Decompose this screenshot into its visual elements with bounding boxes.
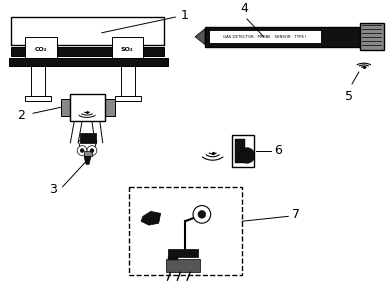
- Bar: [168, 249, 198, 257]
- Circle shape: [193, 205, 211, 223]
- Circle shape: [80, 149, 84, 152]
- Bar: [205, 27, 360, 46]
- Polygon shape: [195, 29, 205, 44]
- Bar: [84, 151, 92, 156]
- Polygon shape: [141, 212, 161, 225]
- Text: 4: 4: [240, 2, 248, 15]
- Text: 6: 6: [275, 144, 282, 157]
- Circle shape: [90, 149, 94, 152]
- Circle shape: [239, 148, 255, 163]
- Text: 1: 1: [180, 9, 188, 22]
- Bar: [25, 96, 51, 102]
- Polygon shape: [84, 156, 91, 164]
- Bar: [112, 37, 143, 58]
- Bar: [11, 46, 163, 56]
- Polygon shape: [78, 141, 97, 151]
- Bar: [70, 94, 105, 121]
- Text: CO₂: CO₂: [35, 47, 47, 52]
- Bar: [232, 135, 254, 167]
- Text: 2: 2: [17, 109, 25, 122]
- Bar: [11, 17, 163, 44]
- Bar: [165, 259, 200, 272]
- Bar: [168, 257, 178, 261]
- Circle shape: [87, 146, 97, 156]
- Circle shape: [198, 210, 206, 218]
- Text: GAS DETECTOR · PROBE · SENSOR · TYPE I: GAS DETECTOR · PROBE · SENSOR · TYPE I: [223, 35, 307, 39]
- Bar: [60, 98, 70, 116]
- Bar: [80, 133, 96, 143]
- Bar: [129, 187, 242, 275]
- Bar: [115, 96, 141, 102]
- Text: SO₂: SO₂: [121, 47, 134, 52]
- Bar: [105, 98, 115, 116]
- Bar: [235, 139, 245, 163]
- Bar: [360, 23, 385, 51]
- Bar: [210, 31, 321, 42]
- Text: 3: 3: [49, 183, 57, 196]
- Text: 5: 5: [345, 90, 353, 103]
- Bar: [9, 58, 168, 66]
- Circle shape: [77, 146, 87, 156]
- Bar: [25, 37, 57, 58]
- Text: 7: 7: [292, 208, 300, 221]
